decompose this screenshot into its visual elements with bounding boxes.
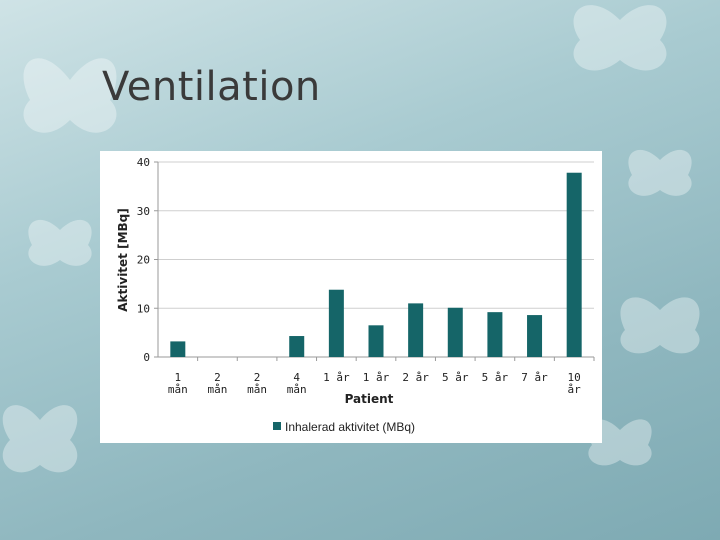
x-tick-label: 1 år <box>323 371 350 384</box>
grid-lines <box>154 161 595 361</box>
x-tick-label: 2 mån <box>247 371 267 396</box>
y-tick-label: 0 <box>143 351 150 364</box>
slide-title: Ventilation <box>102 64 321 110</box>
y-axis-title: Aktivitet [MBq] <box>116 208 130 312</box>
y-axis-ticks: 0 10 20 30 40 <box>137 156 150 364</box>
y-tick-label: 40 <box>137 156 150 169</box>
x-tick-label: 2 mån <box>208 371 228 396</box>
butterfly-icon <box>573 5 667 71</box>
butterfly-icon <box>620 297 700 354</box>
butterfly-icon <box>2 405 78 473</box>
bar <box>487 312 503 357</box>
x-tick-label: 5 år <box>482 371 509 384</box>
x-tick-label: 4 mån <box>287 371 307 396</box>
bar <box>408 303 424 357</box>
legend-label: Inhalerad aktivitet (MBq) <box>285 420 415 434</box>
butterfly-icon <box>28 219 92 266</box>
x-tick-label: 5 år <box>442 371 469 384</box>
chart-panel: 0 10 20 30 40 1 mån 2 mån 2 mån 4 mån 1 år 1 år 2 år 5 … <box>100 151 602 443</box>
x-tick-label: 10 år <box>568 371 582 396</box>
bar-chart: 0 10 20 30 40 1 mån 2 mån 2 mån 4 mån 1 år 1 år 2 år 5 … <box>116 156 595 434</box>
butterfly-icon <box>628 149 692 196</box>
butterfly-icon <box>588 419 652 466</box>
bars <box>170 172 582 357</box>
bar <box>566 172 582 357</box>
y-tick-label: 10 <box>137 302 150 315</box>
bar <box>170 341 186 357</box>
bar <box>328 289 344 357</box>
legend: Inhalerad aktivitet (MBq) <box>273 420 415 434</box>
x-axis-ticks: 1 mån 2 mån 2 mån 4 mån 1 år 1 år 2 år 5 år 5 år 7 år… <box>168 371 581 396</box>
bar <box>447 307 463 357</box>
x-axis-title: Patient <box>345 392 394 406</box>
x-tick-label: 1 mån <box>168 371 188 396</box>
bar <box>289 336 305 357</box>
x-tick-label: 1 år <box>363 371 390 384</box>
bar <box>368 325 384 357</box>
x-tick-label: 2 år <box>402 371 429 384</box>
butterfly-icon <box>23 58 117 133</box>
bar <box>527 315 543 357</box>
y-tick-label: 20 <box>137 254 150 267</box>
y-tick-label: 30 <box>137 205 150 218</box>
x-tick-label: 7 år <box>521 371 548 384</box>
legend-swatch <box>273 422 281 430</box>
